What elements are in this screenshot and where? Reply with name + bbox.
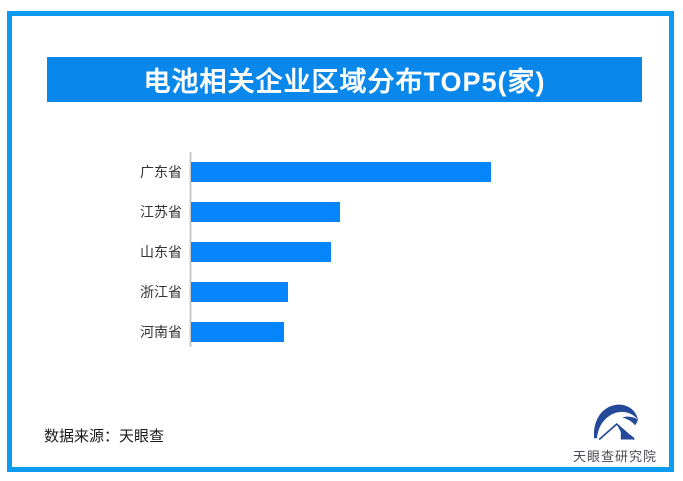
- category-label-shandong: 山东省: [140, 244, 182, 260]
- chart-title: 电池相关企业区域分布TOP5(家): [143, 67, 546, 97]
- tianyancha-eye-icon: [593, 404, 638, 441]
- category-label-henan: 河南省: [140, 324, 182, 340]
- chart-title-bar: 电池相关企业区域分布TOP5(家): [47, 57, 642, 102]
- bar-chart: 广东省 江苏省 山东省 浙江省 河南省: [140, 152, 491, 347]
- bar-shandong: [191, 242, 331, 262]
- bar-zhejiang: [191, 282, 288, 302]
- category-label-guangdong: 广东省: [140, 164, 182, 180]
- data-source-label: 数据来源：天眼查: [44, 428, 165, 445]
- tianyancha-logo-label: 天眼查研究院: [572, 449, 657, 464]
- category-label-jiangsu: 江苏省: [140, 204, 182, 220]
- tianyancha-logo: 天眼查研究院: [560, 400, 670, 465]
- bar-jiangsu: [191, 202, 340, 222]
- bar-henan: [191, 322, 284, 342]
- bar-guangdong: [191, 162, 491, 182]
- category-label-zhejiang: 浙江省: [140, 284, 182, 300]
